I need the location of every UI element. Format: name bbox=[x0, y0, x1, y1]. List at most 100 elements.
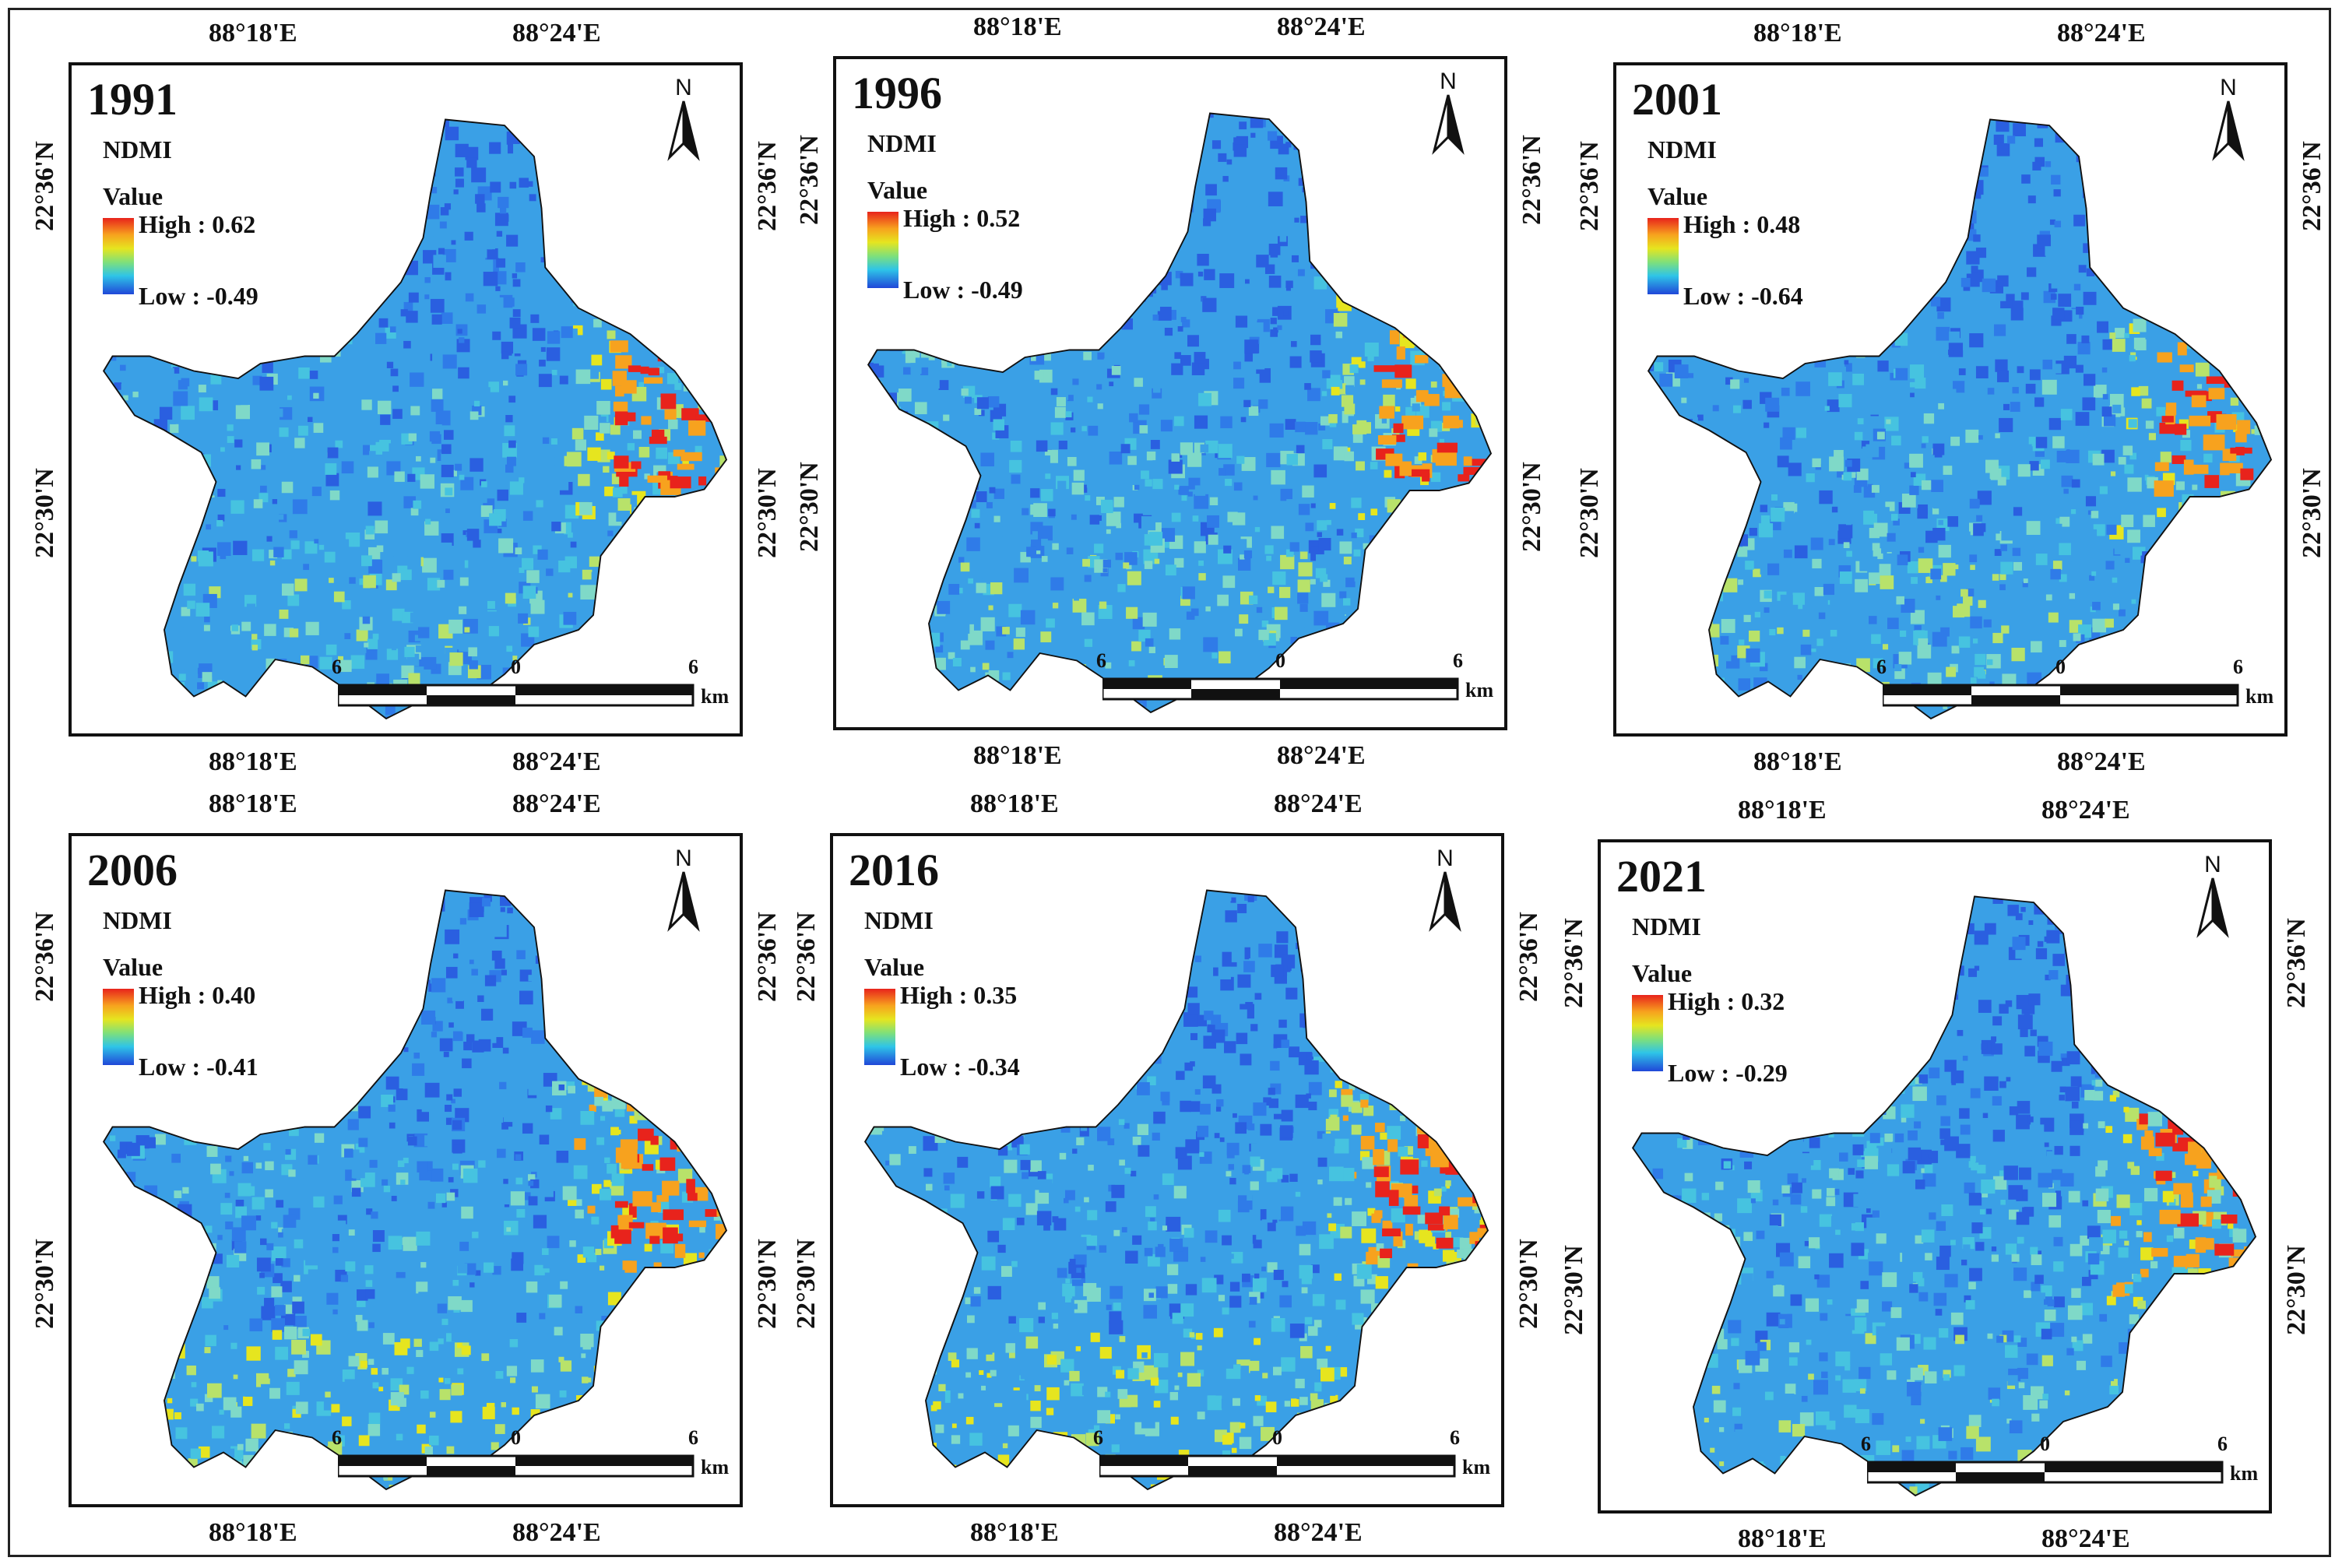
legend-value-label: Value bbox=[864, 953, 925, 981]
scale-label-mid: 0 bbox=[2040, 1433, 2050, 1455]
north-arrow-icon: N bbox=[667, 846, 700, 932]
panel-year: 2021 bbox=[1616, 851, 1707, 902]
lon-label-top-right: 88°24'E bbox=[512, 19, 601, 47]
scale-bar: 6 0 6 km bbox=[1861, 1433, 2269, 1493]
legend-high-value: High : 0.52 bbox=[903, 204, 1021, 232]
lon-label-top-left: 88°18'E bbox=[970, 789, 1059, 818]
north-arrow-icon: N bbox=[667, 75, 700, 161]
legend-color-ramp bbox=[864, 989, 895, 1065]
north-arrow-icon: N bbox=[2212, 75, 2245, 161]
lat-label-left-bottom: 22°30'N bbox=[30, 1239, 59, 1329]
lon-label-top-right: 88°24'E bbox=[512, 789, 601, 818]
lat-label-right-top: 22°36'N bbox=[1514, 912, 1543, 1002]
legend-low-value: Low : -0.41 bbox=[139, 1053, 258, 1081]
legend-color-ramp bbox=[103, 989, 134, 1065]
scale-label-left: 6 bbox=[1861, 1433, 1871, 1455]
lon-label-top-right: 88°24'E bbox=[1277, 12, 1366, 41]
lon-label-bottom-right: 88°24'E bbox=[2057, 747, 2146, 776]
legend-color-ramp bbox=[1632, 995, 1663, 1071]
map-frame: 1996 NDMI Value High : 0.52 Low : -0.49 … bbox=[833, 56, 1507, 730]
lon-label-bottom-right: 88°24'E bbox=[1274, 1518, 1363, 1547]
scale-label-right: 6 bbox=[688, 1426, 698, 1449]
legend-color-ramp bbox=[1647, 218, 1679, 294]
ndmi-raster-map bbox=[102, 889, 728, 1491]
lat-label-left-bottom: 22°30'N bbox=[30, 468, 59, 558]
legend-high-value: High : 0.40 bbox=[139, 981, 256, 1009]
scale-unit: km bbox=[2245, 685, 2274, 708]
lon-label-top-left: 88°18'E bbox=[209, 19, 297, 47]
legend-high-value: High : 0.32 bbox=[1668, 987, 1785, 1015]
scale-label-mid: 0 bbox=[2055, 656, 2066, 678]
scale-bar: 6 0 6 km bbox=[332, 1426, 740, 1487]
panel-year: 2001 bbox=[1632, 74, 1722, 125]
legend-value-label: Value bbox=[1647, 182, 1708, 210]
scale-label-mid: 0 bbox=[511, 656, 521, 678]
ndmi-raster-map bbox=[1631, 895, 2257, 1497]
scale-label-right: 6 bbox=[1450, 1426, 1460, 1449]
map-frame: 2001 NDMI Value High : 0.48 Low : -0.64 … bbox=[1613, 62, 2287, 737]
scale-label-right: 6 bbox=[1453, 649, 1463, 672]
map-frame: 1991 NDMI Value High : 0.62 Low : -0.49 … bbox=[69, 62, 743, 737]
scale-label-left: 6 bbox=[1093, 1426, 1103, 1449]
scale-label-mid: 0 bbox=[511, 1426, 521, 1449]
scale-unit: km bbox=[701, 1456, 730, 1478]
svg-text:N: N bbox=[675, 75, 692, 100]
lon-label-top-right: 88°24'E bbox=[2041, 796, 2130, 824]
map-frame: 2006 NDMI Value High : 0.40 Low : -0.41 … bbox=[69, 833, 743, 1507]
scale-label-right: 6 bbox=[688, 656, 698, 678]
lat-label-left-top: 22°36'N bbox=[795, 135, 824, 225]
lat-label-left-top: 22°36'N bbox=[792, 912, 821, 1002]
legend-index-label: NDMI bbox=[103, 906, 172, 934]
lon-label-bottom-right: 88°24'E bbox=[512, 1518, 601, 1547]
panel-year: 1991 bbox=[87, 74, 178, 125]
legend-index-label: NDMI bbox=[103, 135, 172, 163]
scale-unit: km bbox=[701, 685, 730, 708]
legend-low-value: Low : -0.64 bbox=[1683, 282, 1803, 310]
lat-label-left-top: 22°36'N bbox=[1575, 141, 1604, 231]
legend-low-value: Low : -0.34 bbox=[900, 1053, 1020, 1081]
map-frame: 2021 NDMI Value High : 0.32 Low : -0.29 … bbox=[1598, 839, 2272, 1514]
lat-label-left-top: 22°36'N bbox=[1560, 918, 1588, 1008]
lat-label-left-bottom: 22°30'N bbox=[1575, 468, 1604, 558]
lon-label-bottom-right: 88°24'E bbox=[2041, 1524, 2130, 1553]
legend-index-label: NDMI bbox=[1632, 912, 1701, 940]
lon-label-top-right: 88°24'E bbox=[1274, 789, 1363, 818]
lon-label-top-left: 88°18'E bbox=[973, 12, 1062, 41]
lat-label-left-top: 22°36'N bbox=[30, 912, 59, 1002]
legend-index-label: NDMI bbox=[1647, 135, 1717, 163]
lon-label-bottom-right: 88°24'E bbox=[1277, 741, 1366, 770]
north-arrow-icon: N bbox=[2196, 852, 2229, 938]
lon-label-bottom-left: 88°18'E bbox=[970, 1518, 1059, 1547]
lat-label-right-bottom: 22°30'N bbox=[753, 468, 782, 558]
ndmi-raster-map bbox=[867, 112, 1493, 714]
lat-label-left-bottom: 22°30'N bbox=[795, 462, 824, 552]
lat-label-left-bottom: 22°30'N bbox=[1560, 1245, 1588, 1335]
lat-label-right-bottom: 22°30'N bbox=[1517, 462, 1546, 552]
panel-year: 2006 bbox=[87, 845, 178, 895]
lon-label-top-left: 88°18'E bbox=[209, 789, 297, 818]
lon-label-top-right: 88°24'E bbox=[2057, 19, 2146, 47]
lon-label-top-left: 88°18'E bbox=[1753, 19, 1842, 47]
lon-label-bottom-left: 88°18'E bbox=[1738, 1524, 1827, 1553]
lat-label-right-bottom: 22°30'N bbox=[2282, 1245, 2311, 1335]
scale-bar: 6 0 6 km bbox=[1093, 1426, 1501, 1487]
lat-label-right-bottom: 22°30'N bbox=[2298, 468, 2326, 558]
legend-low-value: Low : -0.49 bbox=[139, 282, 258, 310]
scale-bar: 6 0 6 km bbox=[1876, 656, 2284, 716]
scale-label-left: 6 bbox=[1096, 649, 1106, 672]
legend-index-label: NDMI bbox=[864, 906, 934, 934]
scale-label-left: 6 bbox=[332, 1426, 342, 1449]
scale-label-mid: 0 bbox=[1272, 1426, 1282, 1449]
scale-unit: km bbox=[1462, 1456, 1491, 1478]
ndmi-raster-map bbox=[102, 118, 728, 720]
ndmi-raster-map bbox=[1647, 118, 2273, 720]
north-arrow-icon: N bbox=[1432, 69, 1465, 155]
scale-bar: 6 0 6 km bbox=[332, 656, 740, 716]
scale-label-mid: 0 bbox=[1275, 649, 1285, 672]
lat-label-left-top: 22°36'N bbox=[30, 141, 59, 231]
legend-value-label: Value bbox=[103, 182, 164, 210]
lon-label-top-left: 88°18'E bbox=[1738, 796, 1827, 824]
map-frame: 2016 NDMI Value High : 0.35 Low : -0.34 … bbox=[830, 833, 1504, 1507]
scale-unit: km bbox=[1465, 679, 1494, 701]
scale-label-right: 6 bbox=[2233, 656, 2243, 678]
